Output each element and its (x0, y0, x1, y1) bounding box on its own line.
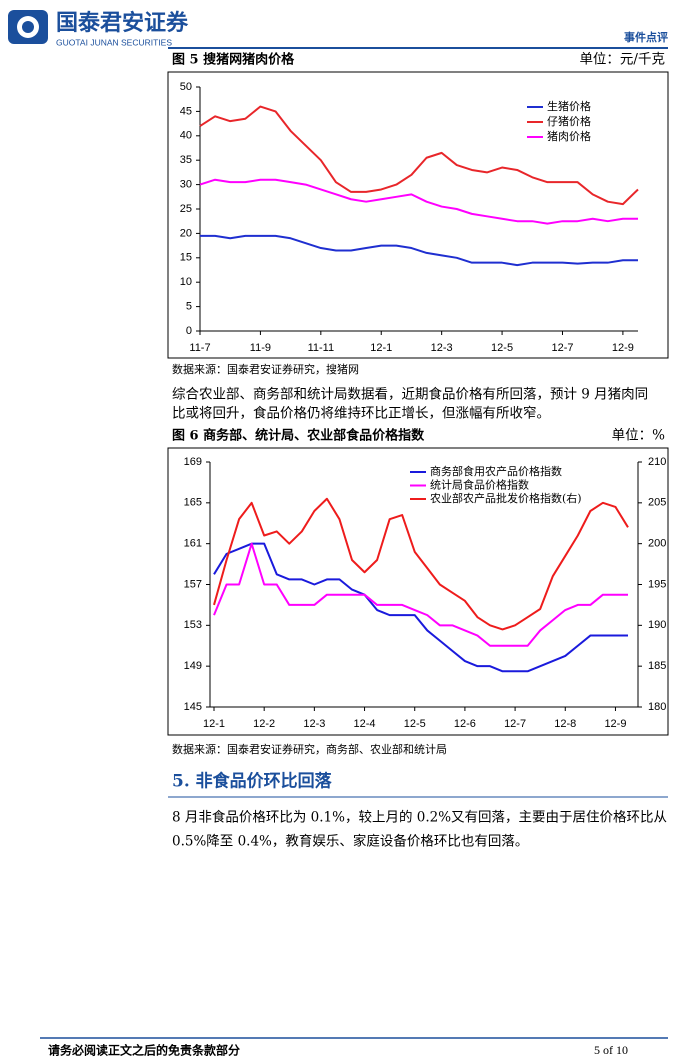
x-tick-label: 12-2 (253, 718, 275, 730)
y-tick-label: 153 (184, 619, 202, 631)
source: 数据来源：国泰君安证券研究，搜猪网 (172, 362, 359, 376)
disclaimer: 请务必阅读正文之后的免责条款部分 (48, 1043, 240, 1058)
legend-label: 农业部农产品批发价格指数(右) (430, 491, 582, 505)
paragraph-line: 综合农业部、商务部和统计局数据看，近期食品价格有所回落，预计 9 月猪肉同 (172, 386, 648, 403)
figure-unit: 单位：% (612, 428, 665, 444)
x-tick-label: 12-5 (491, 342, 513, 354)
series-line (199, 178, 638, 225)
y-tick-label: 50 (180, 81, 192, 93)
y-tick-label: 157 (184, 578, 202, 590)
legend-label: 统计局食品价格指数 (430, 478, 529, 492)
y-tick-label: 145 (184, 701, 202, 713)
x-tick-label: 12-6 (454, 718, 476, 730)
figure-title: 图 6 商务部、统计局、农业部食品价格指数 (172, 428, 425, 444)
company-name-en: GUOTAI JUNAN SECURITIES (56, 37, 172, 47)
series-line (213, 542, 628, 673)
x-tick-label: 12-4 (354, 718, 376, 730)
logo (8, 10, 48, 44)
x-tick-label: 12-9 (604, 718, 626, 730)
y2-tick-label: 180 (648, 701, 666, 713)
y2-tick-label: 185 (648, 660, 666, 672)
y-tick-label: 169 (184, 456, 202, 468)
y-tick-label: 165 (184, 497, 202, 509)
x-tick-label: 12-3 (303, 718, 325, 730)
y-tick-label: 20 (180, 227, 192, 239)
chart-frame (167, 447, 669, 736)
x-tick-label: 12-3 (431, 342, 453, 354)
source: 数据来源：国泰君安证券研究，商务部、农业部和统计局 (172, 742, 447, 756)
company-name: 国泰君安证券 (56, 10, 189, 36)
x-tick-label: 12-1 (203, 718, 225, 730)
series-line (213, 542, 628, 647)
x-tick-label: 12-7 (551, 342, 573, 354)
y-tick-label: 15 (180, 252, 192, 264)
y2-tick-label: 190 (648, 619, 666, 631)
legend-label: 仔猪价格 (547, 114, 591, 128)
section-body-line: 0.5%降至 0.4%，教育娱乐、家庭设备价格环比也有回落。 (172, 833, 528, 850)
x-tick-label: 11-11 (308, 342, 335, 354)
legend-label: 商务部食用农产品价格指数 (430, 464, 562, 478)
figure-unit: 单位：元/千克 (579, 52, 665, 68)
y-tick-label: 149 (184, 660, 202, 672)
x-tick-label: 12-8 (554, 718, 576, 730)
y-tick-label: 10 (180, 276, 192, 288)
series-line (213, 497, 629, 631)
legend-label: 生猪价格 (547, 99, 591, 113)
x-tick-label: 12-9 (612, 342, 634, 354)
series-line (200, 234, 638, 267)
x-tick-label: 11-7 (189, 342, 210, 354)
section-heading: 5. 非食品价环比回落 (172, 771, 333, 792)
section-body-line: 8 月非食品价格环比为 0.1%，较上月的 0.2%又有回落，主要由于居住价格环… (172, 809, 667, 826)
y-tick-label: 40 (180, 130, 192, 142)
y-tick-label: 5 (186, 301, 192, 313)
paragraph-line: 比或将回升，食品价格仍将维持环比正增长，但涨幅有所收窄。 (172, 405, 550, 422)
x-tick-label: 12-7 (504, 718, 526, 730)
y-tick-label: 0 (186, 325, 192, 337)
y-tick-label: 25 (180, 203, 192, 215)
report-type: 事件点评 (624, 30, 668, 44)
y2-tick-label: 210 (648, 456, 666, 468)
y-tick-label: 30 (180, 179, 192, 191)
y2-tick-label: 195 (648, 578, 666, 590)
y2-tick-label: 200 (648, 538, 666, 550)
y-tick-label: 35 (180, 154, 192, 166)
series-line (199, 105, 639, 206)
y-tick-label: 45 (180, 105, 192, 117)
page-number: 5 of 10 (594, 1043, 628, 1057)
x-tick-label: 12-1 (370, 342, 392, 354)
chart-frame (167, 71, 669, 359)
x-tick-label: 12-5 (404, 718, 426, 730)
y-tick-label: 161 (184, 538, 202, 550)
y2-tick-label: 205 (648, 497, 666, 509)
figure-title: 图 5 搜猪网猪肉价格 (172, 52, 295, 68)
legend-label: 猪肉价格 (547, 129, 591, 143)
x-tick-label: 11-9 (250, 342, 271, 354)
